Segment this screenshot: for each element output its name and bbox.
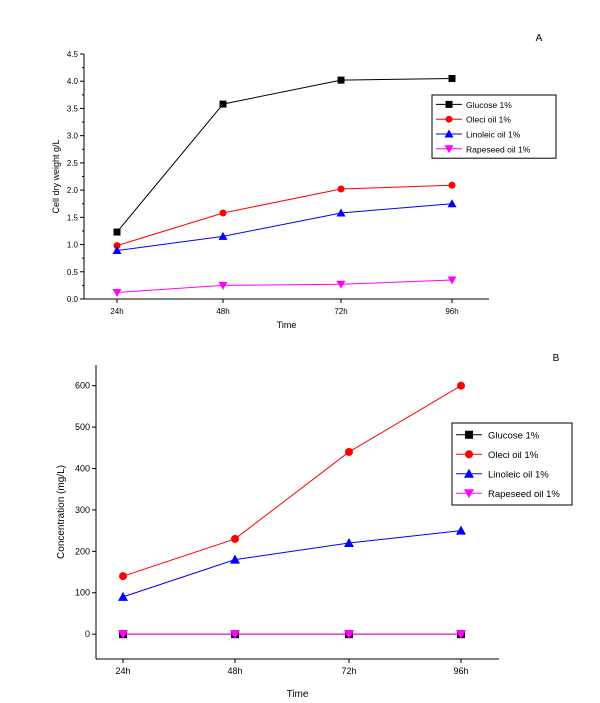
- data-point: [113, 242, 121, 250]
- data-point: [448, 75, 456, 82]
- data-point: [219, 100, 227, 108]
- data-point: [113, 228, 121, 236]
- legend-marker: [465, 430, 473, 439]
- x-tick-label: 72h: [334, 307, 347, 316]
- x-tick-label: 48h: [227, 666, 242, 676]
- data-point: [447, 199, 457, 208]
- data-point: [219, 209, 227, 217]
- legend-box: [431, 94, 557, 159]
- y-tick-label: 600: [75, 381, 90, 391]
- x-tick-label: 96h: [453, 666, 468, 676]
- x-tick-label: 96h: [445, 307, 458, 316]
- legend-marker: [465, 450, 473, 459]
- y-tick-label: 3.5: [67, 104, 79, 113]
- series-1: [119, 381, 465, 581]
- x-tick-label: 24h: [110, 307, 123, 316]
- y-tick-label: 400: [75, 464, 90, 474]
- y-tick-label: 1.0: [67, 241, 79, 250]
- legend-label: Rapeseed oil 1%: [466, 144, 531, 154]
- series-line: [116, 279, 453, 293]
- data-point: [230, 554, 240, 564]
- y-tick-label: 3.0: [67, 132, 79, 141]
- data-point: [230, 630, 240, 640]
- y-tick-label: 100: [75, 588, 90, 598]
- x-tick-label: 24h: [115, 666, 130, 676]
- data-point: [344, 630, 354, 640]
- y-tick-label: 0.0: [67, 295, 79, 304]
- x-tick-label: 72h: [341, 666, 356, 676]
- legend: Glucose 1% Oleci oil 1% Linoleic oil 1% Rap…: [431, 94, 557, 159]
- y-tick-label: 1.5: [67, 213, 79, 222]
- data-point: [448, 181, 456, 189]
- y-tick-label: 2.5: [67, 159, 79, 168]
- series-line: [122, 530, 462, 598]
- legend-label: Glucose 1%: [466, 100, 512, 110]
- series-line: [122, 385, 462, 577]
- y-tick-label: 0.5: [67, 268, 79, 277]
- series-3: [112, 276, 457, 297]
- data-point: [337, 76, 345, 84]
- y-tick-label: 200: [75, 546, 90, 556]
- data-point: [457, 381, 465, 390]
- legend-label: Linoleic oil 1%: [488, 469, 549, 480]
- y-tick-label: 300: [75, 505, 90, 515]
- data-point: [456, 630, 466, 640]
- series-0: [113, 75, 456, 236]
- series-line: [116, 78, 453, 233]
- data-point: [337, 185, 345, 193]
- legend-label: Oleci oil 1%: [488, 450, 539, 461]
- y-tick-label: 0: [85, 629, 90, 639]
- series-1: [113, 181, 456, 250]
- chart-panel-b: B 0 100 200 300 400 500 600 24h 48h 72h 96h Time Conc…: [56, 353, 573, 700]
- y-tick-label: 2.0: [67, 186, 79, 195]
- y-tick-label: 4.0: [67, 77, 79, 86]
- series-3: [118, 630, 466, 640]
- data-point: [456, 525, 466, 535]
- data-point: [218, 281, 228, 290]
- y-tick-label: 4.5: [67, 50, 79, 59]
- series-line: [116, 203, 453, 252]
- y-tick-label: 500: [75, 422, 90, 432]
- legend-label: Oleci oil 1%: [466, 115, 511, 125]
- data-point: [344, 538, 354, 548]
- data-point: [112, 246, 122, 255]
- legend: Glucose 1% Oleci oil 1% Linoleic oil 1% Rap…: [451, 422, 573, 506]
- x-axis-title: Time: [287, 689, 309, 700]
- series-2: [112, 199, 457, 255]
- series-2: [118, 525, 466, 601]
- chart-panel-a: A 0.0 0.5 1.0 1.5 2.0 2.5 3.0 3.5 4.0 4.5 24h 48h 72h…: [51, 33, 557, 330]
- data-point: [336, 208, 346, 217]
- y-axis-title: Cell dry weight g/L: [51, 139, 61, 213]
- legend-marker: [464, 468, 474, 478]
- data-point: [345, 447, 353, 456]
- legend-marker: [445, 100, 453, 108]
- x-axis-title: Time: [277, 320, 297, 330]
- x-tick-label: 48h: [216, 307, 229, 316]
- legend-marker: [464, 489, 474, 499]
- panel-label: A: [536, 33, 543, 44]
- panel-label: B: [553, 353, 560, 364]
- legend-marker: [445, 115, 453, 123]
- data-point: [118, 591, 128, 601]
- legend-label: Linoleic oil 1%: [466, 130, 521, 140]
- legend-label: Glucose 1%: [488, 430, 540, 441]
- data-point: [336, 280, 346, 289]
- legend-marker: [444, 145, 454, 154]
- y-axis-title: Concentration (mg/L): [56, 465, 67, 559]
- data-point: [447, 276, 457, 285]
- data-point: [231, 534, 239, 543]
- data-point: [118, 630, 128, 640]
- legend-marker: [444, 129, 454, 138]
- series-line: [116, 184, 453, 247]
- legend-label: Rapeseed oil 1%: [488, 489, 560, 500]
- data-point: [112, 288, 122, 297]
- data-point: [218, 231, 228, 240]
- data-point: [119, 572, 127, 581]
